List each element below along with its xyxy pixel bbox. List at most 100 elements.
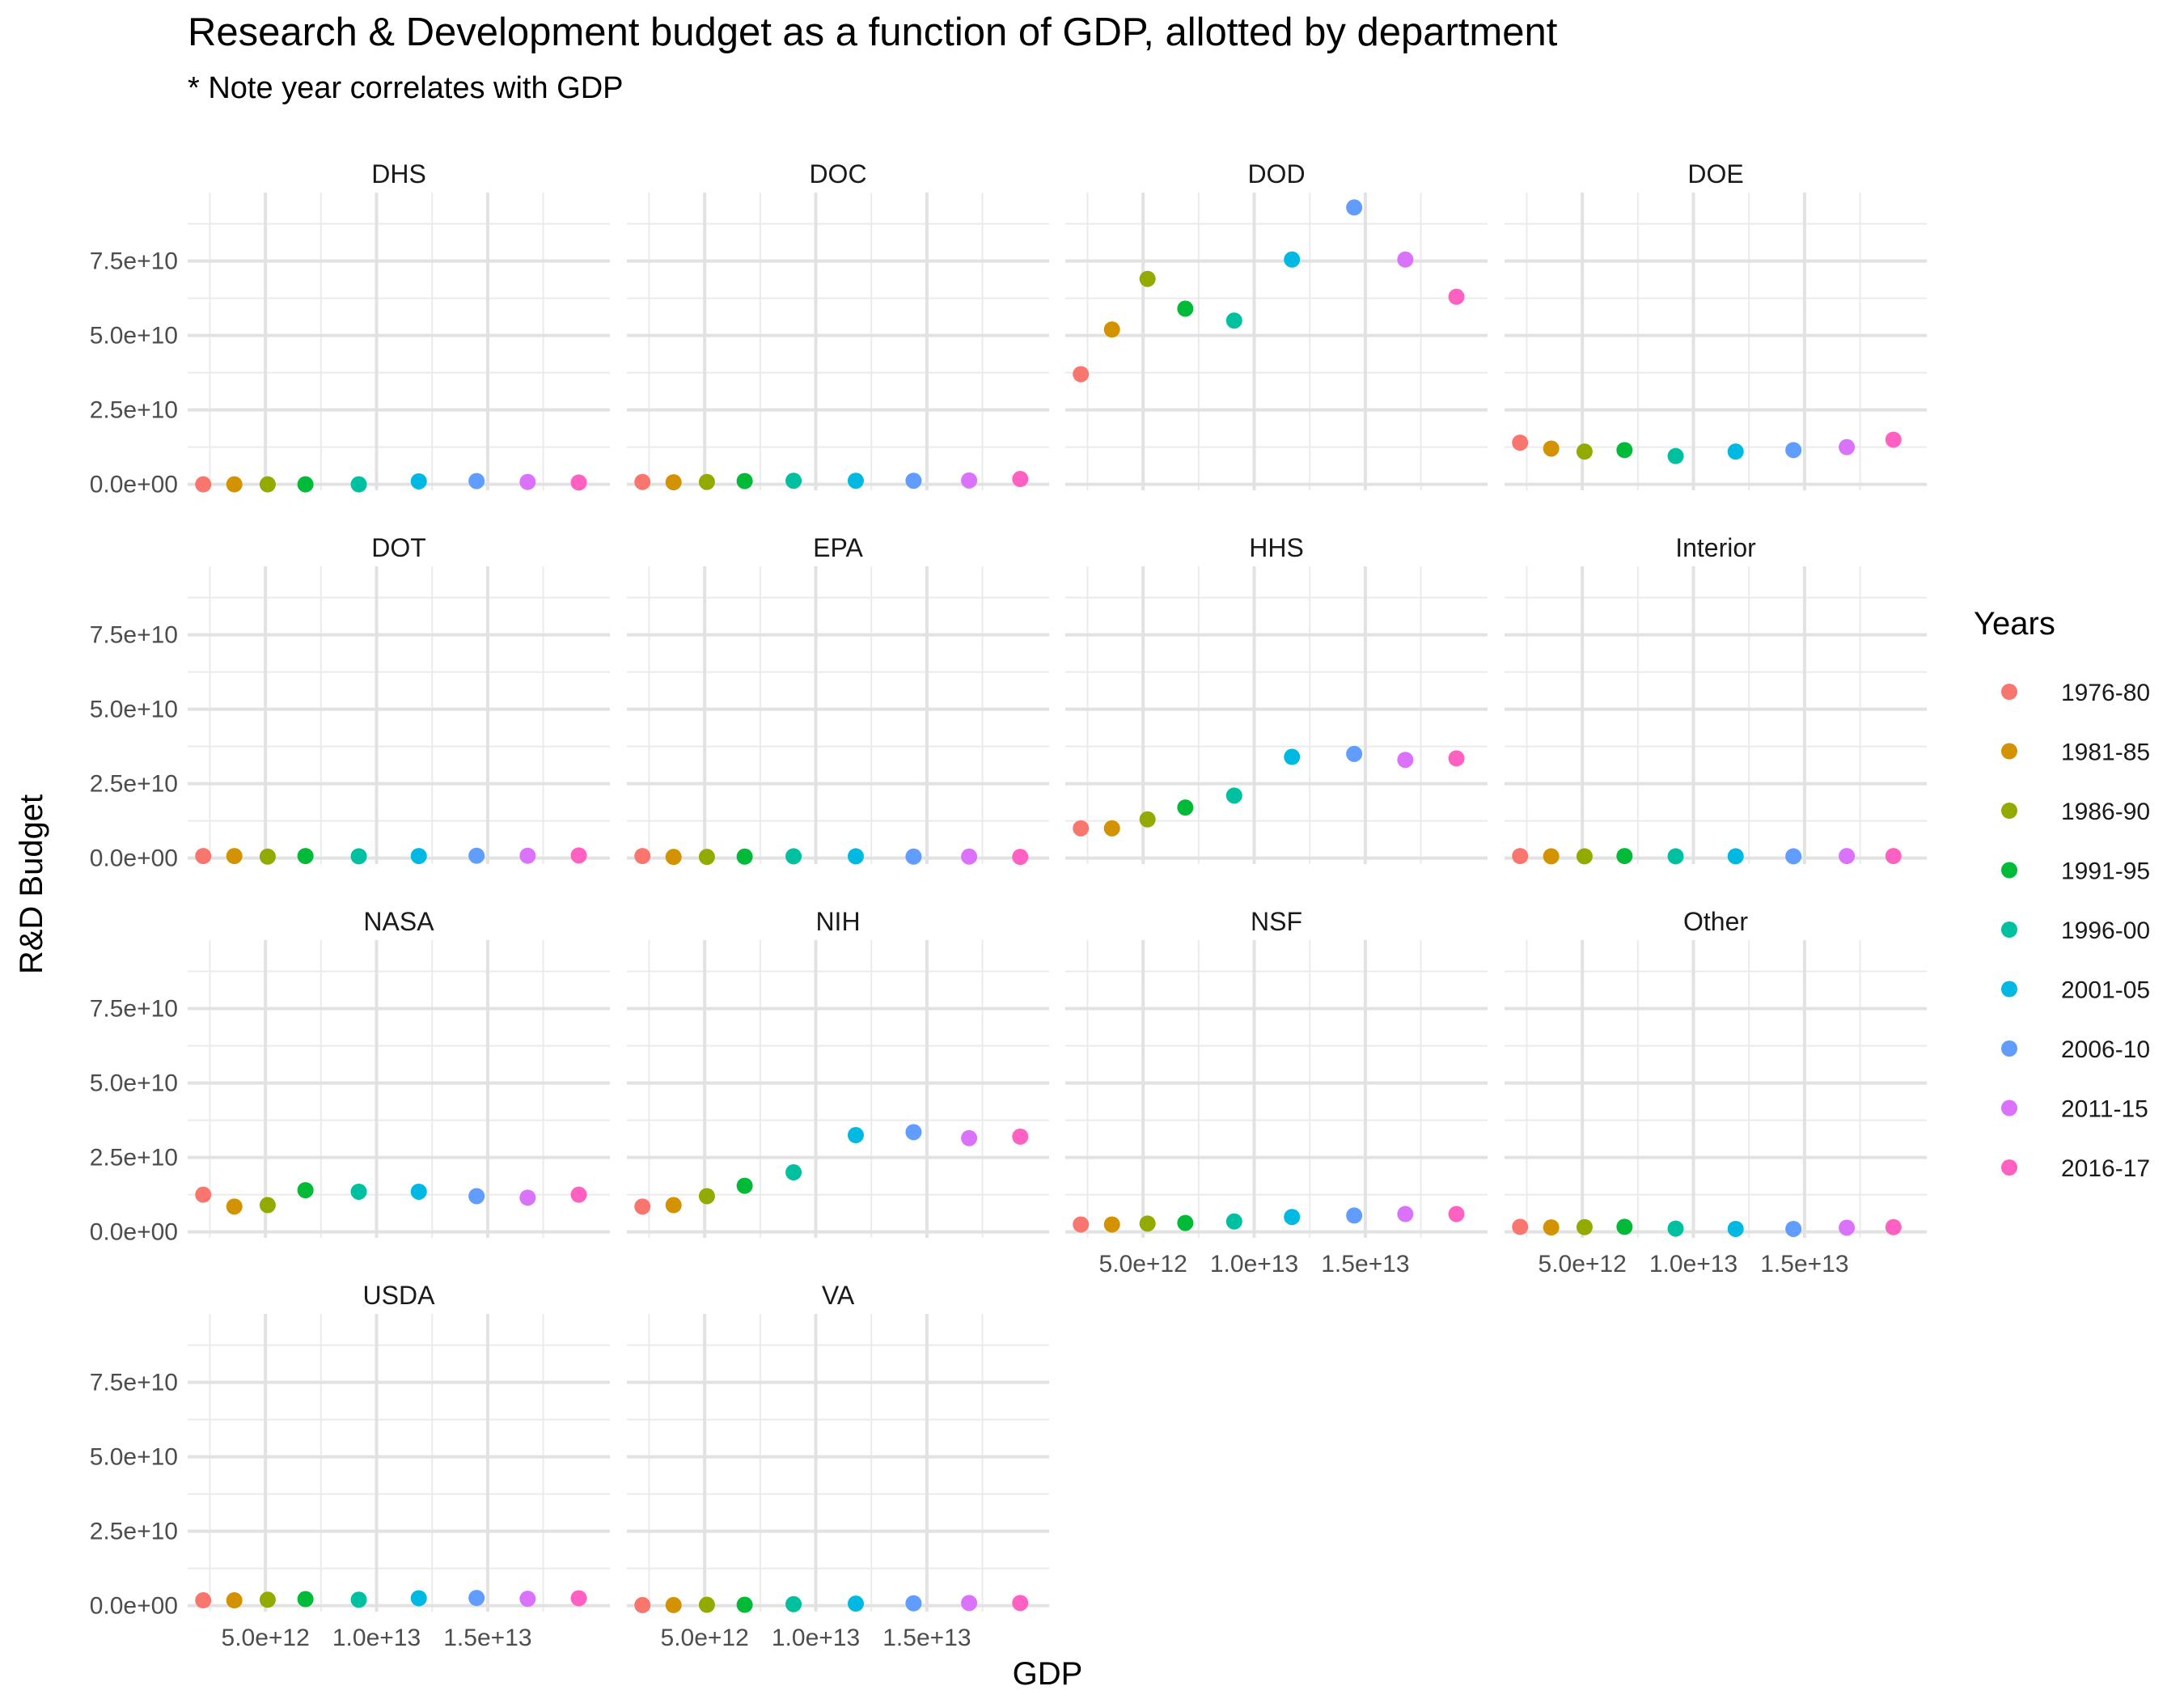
point-nsf-2001-05 — [1284, 1209, 1301, 1226]
point-nih-2001-05 — [847, 1127, 864, 1144]
point-other-1976-80 — [1512, 1218, 1529, 1235]
point-nasa-1981-85 — [226, 1198, 243, 1215]
point-dot-2011-15 — [519, 847, 536, 864]
facet-label: DOD — [1247, 159, 1305, 189]
point-hhs-2016-17 — [1448, 750, 1465, 767]
point-doc-1981-85 — [665, 474, 682, 491]
point-va-2006-10 — [905, 1595, 922, 1612]
facet-label: DOC — [809, 159, 866, 189]
facet-label: DOE — [1687, 159, 1743, 189]
point-doe-2006-10 — [1785, 442, 1802, 459]
point-nsf-1981-85 — [1103, 1216, 1120, 1233]
legend-title: Years — [1974, 606, 2055, 642]
point-epa-2016-17 — [1012, 849, 1029, 866]
point-other-1986-90 — [1576, 1218, 1593, 1235]
legend-key — [2001, 1159, 2017, 1176]
x-tick-label: 1.0e+13 — [1210, 1251, 1298, 1277]
y-tick-label: 7.5e+10 — [90, 248, 178, 275]
point-doe-2016-17 — [1885, 431, 1902, 448]
point-epa-1981-85 — [665, 849, 682, 866]
panel-interior: Interior — [1505, 533, 1927, 865]
legend-key — [2001, 684, 2017, 700]
facet-label: Other — [1683, 907, 1748, 936]
legend-item-2016-17: 2016-17 — [2001, 1155, 2150, 1182]
legend-label: 2011-15 — [2061, 1096, 2148, 1123]
point-other-1981-85 — [1543, 1219, 1560, 1236]
panel-va: VA 5.0e+12 1.0e+13 1.5e+13 — [627, 1281, 1049, 1651]
legend-item-1986-90: 1986-90 — [2001, 799, 2150, 825]
point-hhs-1996-00 — [1225, 787, 1242, 804]
point-doe-1981-85 — [1543, 440, 1560, 457]
y-axis-label: R&D Budget — [14, 794, 49, 974]
point-dot-1991-95 — [297, 848, 314, 865]
panel-dod: DOD — [1065, 159, 1488, 490]
point-dhs-2006-10 — [468, 472, 485, 489]
legend-key — [2001, 1040, 2017, 1057]
point-other-2001-05 — [1727, 1220, 1744, 1237]
point-dot-1976-80 — [195, 848, 212, 865]
point-epa-2006-10 — [905, 848, 922, 865]
x-tick-label: 5.0e+12 — [1539, 1251, 1627, 1277]
point-hhs-1991-95 — [1177, 799, 1194, 816]
point-nasa-2011-15 — [519, 1189, 536, 1206]
x-tick-label: 1.0e+13 — [1649, 1251, 1737, 1277]
point-usda-2016-17 — [570, 1590, 587, 1607]
point-interior-1991-95 — [1616, 848, 1633, 865]
point-dhs-1986-90 — [259, 476, 276, 493]
point-epa-1986-90 — [698, 849, 715, 866]
x-tick-label: 1.5e+13 — [443, 1625, 531, 1651]
point-dot-2016-17 — [570, 847, 587, 864]
y-tick-label: 0.0e+00 — [90, 472, 178, 498]
point-hhs-2011-15 — [1397, 752, 1414, 769]
point-other-1991-95 — [1616, 1218, 1633, 1235]
point-nasa-1986-90 — [259, 1197, 276, 1214]
point-nasa-1996-00 — [350, 1183, 367, 1200]
point-usda-1991-95 — [297, 1591, 314, 1608]
point-dhs-2001-05 — [410, 472, 427, 489]
point-doe-1991-95 — [1616, 442, 1633, 459]
point-nasa-2016-17 — [570, 1186, 587, 1203]
point-nih-2016-17 — [1012, 1128, 1029, 1145]
point-nasa-2001-05 — [410, 1183, 427, 1200]
point-interior-2001-05 — [1727, 848, 1744, 865]
panel-nasa: NASA 0.0e+00 2.5e+10 5.0e+10 7.5e+10 — [90, 907, 610, 1246]
point-dot-2001-05 — [410, 848, 427, 865]
y-tick-label: 2.5e+10 — [90, 1145, 178, 1172]
legend-item-2001-05: 2001-05 — [2001, 977, 2150, 1004]
point-other-1996-00 — [1667, 1220, 1684, 1237]
point-va-1986-90 — [698, 1596, 715, 1613]
point-dod-1981-85 — [1103, 321, 1120, 338]
legend-label: 2016-17 — [2061, 1155, 2150, 1182]
panel-doe: DOE — [1505, 159, 1927, 490]
facet-label: DOT — [371, 533, 426, 562]
legend-label: 1991-95 — [2061, 858, 2150, 885]
facet-panels: DHS 0.0e+00 2.5e+10 5.0e+10 7.5e+10 DOC DOD DOE… — [90, 159, 1927, 1651]
chart-subtitle: * Note year correlates with GDP — [188, 71, 624, 105]
point-nsf-1991-95 — [1177, 1214, 1194, 1231]
point-usda-1996-00 — [350, 1591, 367, 1608]
legend: Years 1976-80 1981-85 1986-90 1991-95 1996-0… — [1974, 606, 2150, 1182]
panel-nih: NIH — [627, 907, 1049, 1238]
point-dod-2001-05 — [1284, 251, 1301, 268]
legend-item-1981-85: 1981-85 — [2001, 739, 2150, 766]
x-tick-label: 5.0e+12 — [661, 1625, 749, 1651]
panel-usda: USDA 0.0e+00 2.5e+10 5.0e+10 7.5e+10 5.0e+12 1… — [90, 1281, 610, 1651]
legend-key — [2001, 862, 2017, 879]
point-epa-1996-00 — [785, 848, 802, 865]
y-tick-label: 0.0e+00 — [90, 845, 178, 872]
y-tick-label: 5.0e+10 — [90, 323, 178, 350]
point-dhs-2011-15 — [519, 473, 536, 490]
point-interior-2016-17 — [1885, 848, 1902, 865]
point-dhs-1996-00 — [350, 476, 367, 493]
legend-label: 2001-05 — [2061, 977, 2150, 1004]
y-tick-label: 2.5e+10 — [90, 771, 178, 798]
y-tick-label: 2.5e+10 — [90, 397, 178, 424]
legend-label: 1981-85 — [2061, 739, 2150, 766]
point-nsf-1976-80 — [1073, 1216, 1090, 1233]
point-nih-2011-15 — [961, 1129, 978, 1146]
point-dod-2011-15 — [1397, 251, 1414, 268]
point-doe-2001-05 — [1727, 443, 1744, 460]
y-tick-label: 2.5e+10 — [90, 1519, 178, 1545]
legend-key — [2001, 743, 2017, 760]
